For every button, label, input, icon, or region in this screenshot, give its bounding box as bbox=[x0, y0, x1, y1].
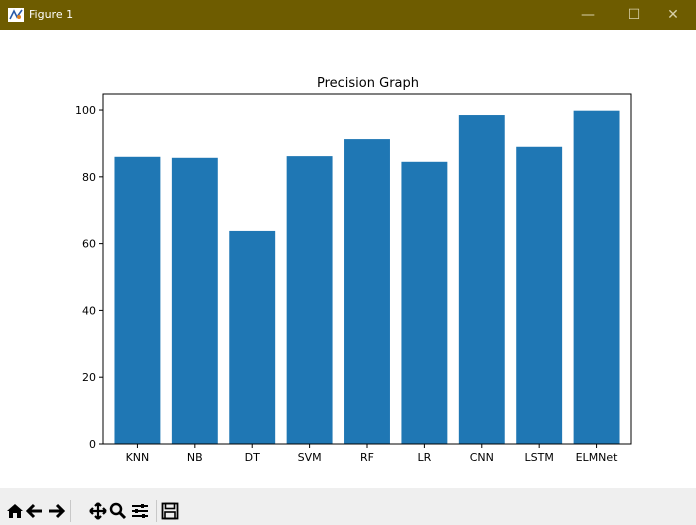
y-tick-label: 60 bbox=[82, 238, 96, 251]
y-tick-label: 0 bbox=[89, 438, 96, 451]
bar-nb bbox=[171, 157, 218, 444]
home-icon[interactable] bbox=[5, 501, 25, 521]
y-axis: 0 20 40 60 80 100 bbox=[75, 104, 103, 451]
chart-title: Precision Graph bbox=[317, 76, 419, 91]
window-title: Figure 1 bbox=[29, 8, 74, 21]
x-tick-label: RF bbox=[360, 451, 374, 464]
matplotlib-app-icon bbox=[8, 8, 24, 22]
bar-lstm bbox=[516, 146, 563, 444]
bars-group bbox=[114, 110, 620, 445]
x-axis: KNN NB DT SVM RF LR CNN LSTM ELMNet bbox=[126, 444, 619, 464]
y-tick-label: 100 bbox=[75, 104, 96, 117]
x-tick-label: LR bbox=[418, 451, 432, 464]
bar-knn bbox=[114, 156, 161, 444]
y-tick-label: 80 bbox=[82, 171, 96, 184]
configure-subplots-icon[interactable] bbox=[130, 501, 150, 521]
bar-chart: Precision Graph 0 20 40 60 80 100 KNN NB DT SVM R… bbox=[75, 76, 632, 464]
x-tick-label: DT bbox=[245, 451, 260, 464]
bar-lr bbox=[401, 161, 448, 444]
forward-arrow-icon[interactable] bbox=[46, 501, 66, 521]
bar-cnn bbox=[458, 115, 505, 445]
x-tick-label: LSTM bbox=[525, 451, 554, 464]
x-tick-label: ELMNet bbox=[576, 451, 619, 464]
figure-canvas[interactable]: Precision Graph 0 20 40 60 80 100 KNN NB DT SVM R… bbox=[0, 30, 696, 488]
y-tick-label: 20 bbox=[82, 371, 96, 384]
x-tick-label: KNN bbox=[126, 451, 150, 464]
pan-icon[interactable] bbox=[88, 501, 108, 521]
toolbar-separator bbox=[156, 500, 157, 522]
bar-svm bbox=[286, 156, 333, 444]
minimize-button[interactable]: — bbox=[581, 7, 595, 23]
x-tick-label: NB bbox=[187, 451, 203, 464]
zoom-icon[interactable] bbox=[108, 501, 128, 521]
y-tick-label: 40 bbox=[82, 304, 96, 317]
navigation-toolbar bbox=[0, 488, 696, 525]
bar-dt bbox=[229, 230, 276, 444]
bar-rf bbox=[344, 139, 390, 444]
save-icon[interactable] bbox=[160, 501, 180, 521]
close-button[interactable]: ✕ bbox=[667, 7, 679, 23]
window-titlebar: Figure 1 — ☐ ✕ bbox=[0, 0, 696, 30]
toolbar-separator bbox=[70, 500, 71, 522]
x-tick-label: SVM bbox=[298, 451, 322, 464]
maximize-button[interactable]: ☐ bbox=[627, 7, 641, 23]
bar-elmnet bbox=[573, 110, 620, 444]
x-tick-label: CNN bbox=[470, 451, 494, 464]
back-arrow-icon[interactable] bbox=[25, 501, 45, 521]
